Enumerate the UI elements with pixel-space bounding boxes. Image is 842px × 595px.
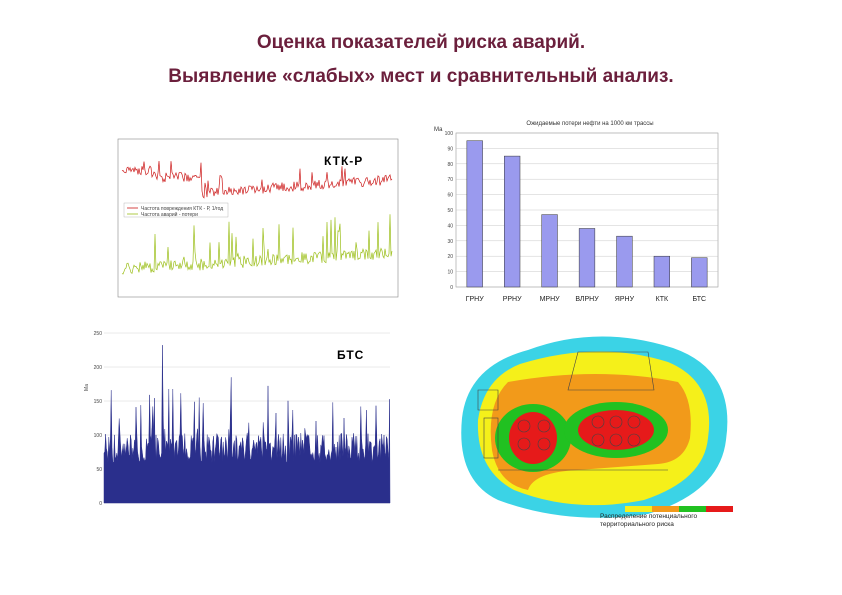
risk-color-scale bbox=[598, 506, 733, 512]
bts-y-tick-label: 100 bbox=[94, 433, 103, 439]
bar-chart-y-ticks: 0 10 20 30 40 50 60 70 80 90 100 bbox=[445, 131, 454, 291]
bts-label: БТС bbox=[337, 348, 364, 362]
risk-distribution-map bbox=[458, 330, 738, 520]
ktk-r-green-series bbox=[121, 214, 393, 275]
ktk-legend-item-1: Частота повреждения КТК - Р, 1/год bbox=[141, 206, 223, 212]
risk-zone-red-right bbox=[578, 410, 654, 450]
bar-y-tick-label: 50 bbox=[447, 208, 453, 214]
bar-category-label: ЯРНУ bbox=[615, 296, 635, 303]
bar-chart-title: Ожидаемые потери нефти на 1000 км трассы bbox=[526, 121, 653, 127]
risk-scale-swatch-1 bbox=[625, 506, 652, 512]
bar-y-tick-label: 40 bbox=[447, 223, 453, 229]
bar-category-label: ГРНУ bbox=[466, 296, 485, 303]
ktk-red-line bbox=[121, 160, 393, 199]
bar-y-tick-label: 60 bbox=[447, 193, 453, 199]
bar-5 bbox=[653, 255, 670, 288]
bar-0 bbox=[466, 140, 483, 288]
bar-y-tick-label: 70 bbox=[447, 177, 453, 183]
bts-y-tick-label: 250 bbox=[94, 331, 103, 337]
bar-category-label: РРНУ bbox=[503, 296, 522, 303]
ktk-r-chart: КТК-Р Частота повреждения КТК - Р, 1/год… bbox=[117, 138, 399, 298]
oil-loss-bar-chart: Ожидаемые потери нефти на 1000 км трассы… bbox=[430, 115, 730, 315]
bar-y-tick-label: 20 bbox=[447, 254, 453, 260]
slide-title-line1: Оценка показателей риска аварий. bbox=[256, 32, 586, 53]
bar-y-tick-label: 80 bbox=[447, 162, 453, 168]
bts-y-axis-label: Ма bbox=[84, 384, 90, 391]
bar-6 bbox=[691, 257, 708, 288]
bar-category-label: МРНУ bbox=[540, 296, 561, 303]
bts-chart: Ма 0 50 100 150 200 250 БТС bbox=[84, 331, 392, 507]
bar-category-label: ВЛРНУ bbox=[575, 296, 599, 303]
bar-4 bbox=[616, 235, 633, 288]
risk-scale-swatch-0 bbox=[598, 506, 625, 512]
bar-y-tick-label: 30 bbox=[447, 239, 453, 245]
bar-chart-category-labels: ГРНУ РРНУ МРНУ ВЛРНУ ЯРНУ КТК БТС bbox=[466, 296, 706, 303]
bar-y-tick-label: 100 bbox=[445, 131, 454, 137]
bar-y-tick-label: 90 bbox=[447, 146, 453, 152]
ktk-plot-frame bbox=[117, 138, 399, 298]
bts-y-tick-label: 0 bbox=[99, 501, 102, 507]
bts-series-area bbox=[103, 345, 391, 504]
bar-category-label: БТС bbox=[692, 296, 706, 303]
ktk-r-red-series bbox=[121, 160, 393, 199]
risk-scale-swatch-2 bbox=[652, 506, 679, 512]
bar-y-tick-label: 10 bbox=[447, 270, 453, 276]
ktk-legend-item-2: Частота аварий - потери bbox=[141, 211, 198, 218]
bar-chart-bars bbox=[466, 140, 708, 288]
risk-zone-red-left bbox=[509, 412, 557, 464]
bar-2 bbox=[541, 214, 558, 288]
map-facility-outlines bbox=[477, 351, 668, 471]
bts-series bbox=[103, 345, 391, 504]
ktk-legend-box bbox=[123, 202, 229, 218]
map-caption-line2: территориального риска bbox=[600, 521, 674, 528]
risk-scale-swatch-4 bbox=[706, 506, 733, 512]
bar-1 bbox=[504, 155, 521, 288]
ktk-green-line bbox=[121, 214, 393, 275]
bar-chart-ylabel: Ма bbox=[434, 127, 443, 133]
ktk-r-label: КТК-Р bbox=[324, 154, 363, 168]
bts-y-tick-label: 50 bbox=[96, 467, 102, 473]
risk-scale-swatch-3 bbox=[679, 506, 706, 512]
map-caption-line1: Распределение потенциального bbox=[600, 513, 698, 520]
bts-y-tick-label: 200 bbox=[94, 365, 103, 371]
bts-y-ticks: 0 50 100 150 200 250 bbox=[94, 331, 103, 507]
slide-title-line2: Выявление «слабых» мест и сравнительный … bbox=[168, 66, 674, 87]
bar-3 bbox=[578, 228, 596, 288]
bar-category-label: КТК bbox=[656, 296, 669, 303]
bar-y-tick-label: 0 bbox=[450, 285, 453, 291]
bts-y-tick-label: 150 bbox=[94, 399, 103, 405]
